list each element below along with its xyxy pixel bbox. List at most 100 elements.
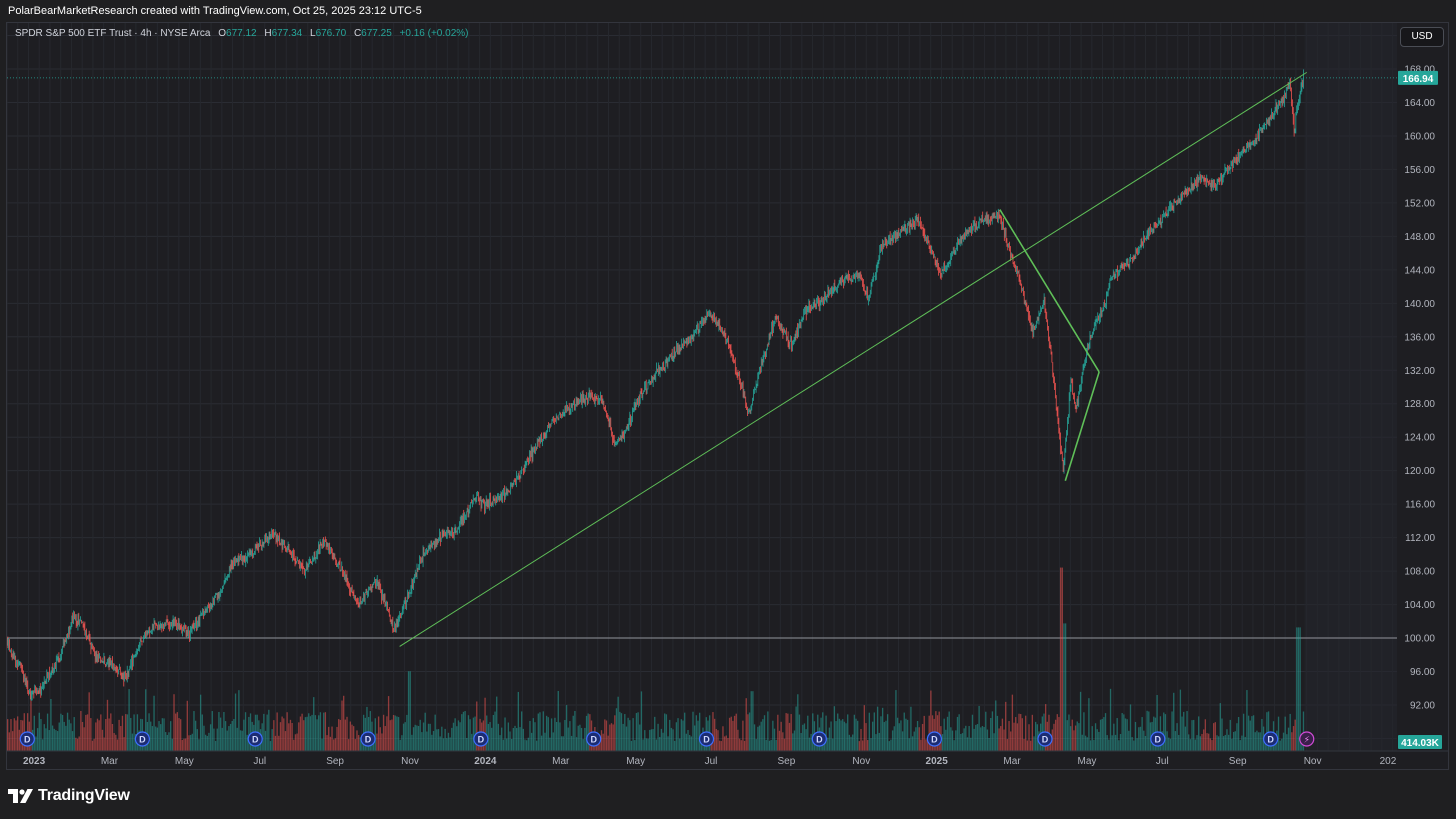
volume-bar bbox=[941, 734, 944, 751]
volume-bar bbox=[314, 715, 317, 751]
volume-bar bbox=[654, 716, 656, 751]
volume-bar bbox=[246, 734, 248, 751]
price-tick-label: 160.00 bbox=[1404, 131, 1435, 142]
time-tick-label: Mar bbox=[552, 756, 570, 767]
volume-bar bbox=[1281, 738, 1283, 751]
volume-bar bbox=[1169, 738, 1172, 751]
volume-bar bbox=[173, 694, 175, 751]
volume-bar bbox=[1191, 720, 1193, 751]
volume-bar bbox=[981, 726, 984, 751]
volume-bar bbox=[557, 690, 559, 751]
volume-bar bbox=[1066, 720, 1068, 751]
volume-bar bbox=[795, 706, 797, 751]
volume-bar bbox=[642, 739, 644, 751]
volume-bar bbox=[163, 718, 165, 751]
volume-bar bbox=[535, 740, 538, 751]
price-tick-label: 168.00 bbox=[1404, 65, 1435, 76]
chart-frame[interactable]: 88.0092.0096.00100.00104.00108.00112.001… bbox=[6, 22, 1449, 770]
volume-bar bbox=[96, 718, 99, 751]
time-tick-label: Sep bbox=[1229, 756, 1247, 767]
volume-bar bbox=[341, 700, 343, 751]
volume-bar bbox=[640, 691, 643, 751]
volume-bar bbox=[905, 718, 907, 751]
close-key: C bbox=[353, 28, 362, 39]
volume-bar bbox=[852, 734, 854, 751]
volume-bar bbox=[1237, 716, 1240, 751]
volume-bar bbox=[870, 738, 872, 751]
price-chart[interactable]: 88.0092.0096.00100.00104.00108.00112.001… bbox=[7, 23, 1449, 770]
volume-bar bbox=[1001, 718, 1004, 751]
volume-bar bbox=[424, 712, 426, 751]
volume-bar bbox=[487, 723, 490, 751]
volume-bar bbox=[1088, 698, 1090, 751]
volume-bar bbox=[1076, 721, 1078, 751]
volume-bar bbox=[830, 721, 832, 751]
volume-bar bbox=[414, 724, 416, 751]
volume-bar bbox=[1229, 719, 1231, 751]
volume-bar bbox=[204, 734, 207, 751]
time-tick-label: Mar bbox=[1003, 756, 1021, 767]
volume-bar bbox=[1224, 734, 1226, 751]
volume-bar bbox=[116, 739, 119, 751]
volume-bar bbox=[181, 739, 183, 751]
time-tick-label: 202 bbox=[1380, 756, 1397, 767]
volume-bar bbox=[1078, 723, 1080, 751]
volume-bar bbox=[659, 737, 661, 751]
volume-bar bbox=[1033, 736, 1035, 751]
volume-bar bbox=[291, 723, 293, 751]
volume-bar bbox=[1166, 731, 1168, 751]
volume-bar bbox=[928, 715, 930, 751]
volume-bar bbox=[743, 740, 746, 751]
currency-button[interactable]: USD bbox=[1400, 27, 1444, 47]
volume-bar bbox=[7, 719, 9, 751]
price-tick-label: 96.00 bbox=[1410, 667, 1435, 678]
volume-bar bbox=[880, 716, 882, 751]
price-tick-label: 104.00 bbox=[1404, 600, 1435, 611]
volume-bar bbox=[698, 712, 701, 751]
volume-bar bbox=[60, 713, 62, 751]
volume-bar bbox=[753, 724, 756, 751]
volume-bar bbox=[565, 705, 568, 751]
volume-bar bbox=[582, 739, 584, 751]
volume-bar bbox=[444, 728, 446, 751]
volume-bar bbox=[304, 717, 307, 751]
dividend-icon bbox=[134, 731, 150, 747]
volume-bar bbox=[11, 731, 14, 751]
volume-bar bbox=[1156, 695, 1158, 751]
volume-bar bbox=[334, 738, 337, 751]
volume-bar bbox=[780, 721, 782, 751]
volume-bar bbox=[1139, 726, 1142, 751]
volume-bar bbox=[1302, 711, 1305, 751]
volume-bar bbox=[333, 739, 335, 751]
volume-bar bbox=[326, 735, 328, 751]
volume-bar bbox=[838, 718, 841, 751]
symbol-title[interactable]: SPDR S&P 500 ETF Trust · 4h · NYSE Arca bbox=[15, 28, 211, 39]
volume-bar bbox=[497, 723, 500, 751]
volume-bar bbox=[986, 729, 989, 751]
volume-bar bbox=[998, 728, 1000, 751]
volume-bar bbox=[472, 717, 475, 751]
volume-bar bbox=[492, 714, 495, 751]
volume-bar bbox=[228, 726, 230, 751]
volume-bar bbox=[61, 714, 64, 751]
future-area bbox=[1304, 23, 1397, 751]
volume-bar bbox=[1208, 733, 1210, 751]
volume-bar bbox=[1232, 731, 1235, 751]
volume-bar bbox=[923, 715, 925, 751]
volume-bar bbox=[657, 723, 659, 751]
volume-bar bbox=[916, 720, 919, 751]
volume-bar bbox=[1286, 734, 1288, 751]
volume-bar bbox=[567, 727, 569, 751]
volume-bar bbox=[36, 728, 39, 751]
volume-bar bbox=[1101, 718, 1103, 751]
volume-bar bbox=[1074, 725, 1077, 751]
volume-bar bbox=[988, 737, 990, 751]
volume-bar bbox=[885, 720, 887, 751]
volume-bar bbox=[1164, 714, 1167, 751]
volume-bar bbox=[1292, 726, 1295, 751]
volume-bar bbox=[1194, 739, 1197, 751]
volume-bar bbox=[1171, 711, 1173, 751]
time-tick-label: 2025 bbox=[926, 756, 949, 767]
volume-bar bbox=[886, 714, 889, 751]
